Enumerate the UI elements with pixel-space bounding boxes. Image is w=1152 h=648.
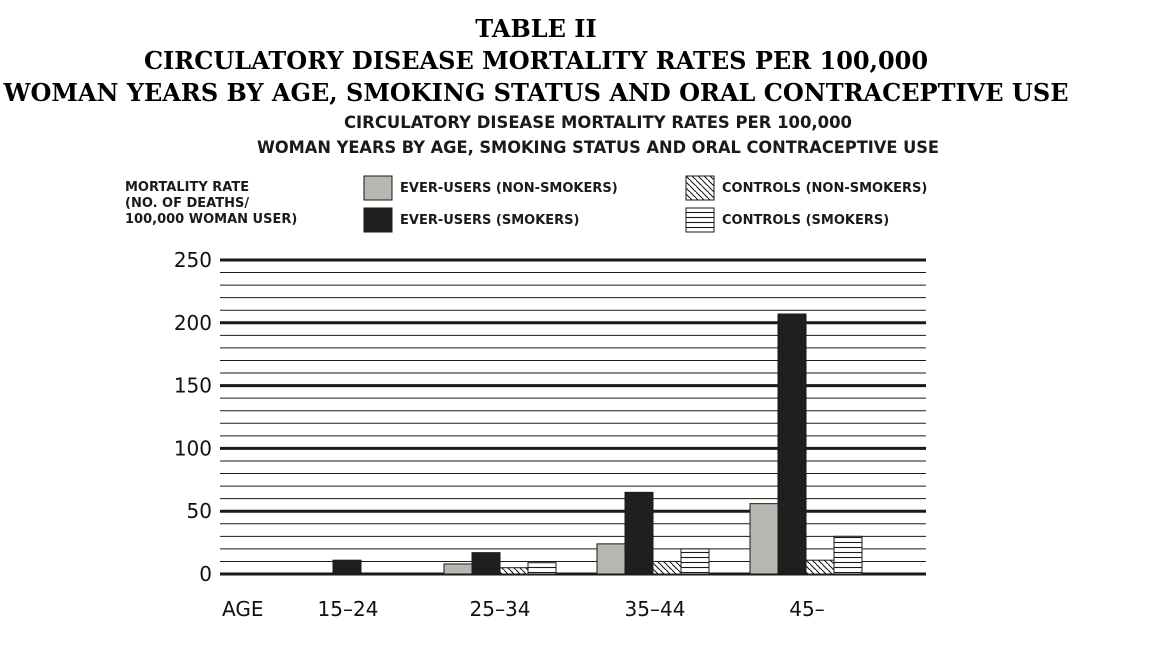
legend-label: CONTROLS (NON-SMOKERS) [722,181,927,196]
bar-solid-black-1 [471,552,501,575]
table-title-line-2: CIRCULATORY DISEASE MORTALITY RATES PER … [143,46,929,75]
chart-title-line-1: CIRCULATORY DISEASE MORTALITY RATES PER … [344,113,852,133]
legend-label: CONTROLS (SMOKERS) [722,213,889,228]
x-tick-label: 15–24 [318,597,379,621]
legend-label: EVER-USERS (SMOKERS) [400,213,580,228]
bar-solid-gray-1 [443,563,473,575]
y-tick-label: 200 [174,311,212,335]
bar-solid-gray-3 [749,503,779,575]
bar-horizontal-hatch-2 [680,548,710,575]
legend-swatch-solid-black [363,207,393,233]
gridlines [220,258,926,576]
bar-diagonal-hatch-1 [499,567,529,575]
y-tick-label: 50 [187,499,212,523]
y-axis-label-line-1: MORTALITY RATE [125,180,249,195]
table-title-line-1: TABLE II [475,14,597,43]
y-ticks: 0 50 100 150 200 250 [174,248,212,586]
legend-swatch-solid-gray [363,175,393,201]
y-tick-label: 0 [199,562,212,586]
x-tick-label: 35–44 [625,597,686,621]
x-ticks: 15–24 25–34 35–44 45– [318,597,825,621]
bar-horizontal-hatch-3 [833,535,863,575]
y-tick-label: 150 [174,374,212,398]
y-tick-label: 100 [174,436,212,460]
legend: EVER-USERS (NON-SMOKERS) EVER-USERS (SMOK… [363,175,927,233]
bar-solid-gray-2 [596,543,626,575]
bars [332,313,863,575]
bar-solid-black-0 [332,559,362,575]
y-tick-label: 250 [174,248,212,272]
legend-label: EVER-USERS (NON-SMOKERS) [400,181,618,196]
legend-swatch-horizontal-hatch [685,207,715,233]
table-title-line-3: WOMAN YEARS BY AGE, SMOKING STATUS AND O… [3,78,1069,107]
bar-diagonal-hatch-3 [805,559,835,575]
y-axis-label-line-2: (NO. OF DEATHS/ [125,196,249,211]
bar-horizontal-hatch-1 [527,562,557,575]
x-tick-label: 25–34 [470,597,531,621]
chart-title-line-2: WOMAN YEARS BY AGE, SMOKING STATUS AND O… [257,138,939,158]
x-tick-label: 45– [789,597,824,621]
bar-diagonal-hatch-2 [652,560,682,575]
x-axis-label: AGE [222,597,263,621]
legend-swatch-diagonal-hatch [685,175,715,201]
y-axis-label-line-3: 100,000 WOMAN USER) [125,212,297,227]
bar-solid-black-3 [777,313,807,575]
bar-solid-black-2 [624,491,654,575]
